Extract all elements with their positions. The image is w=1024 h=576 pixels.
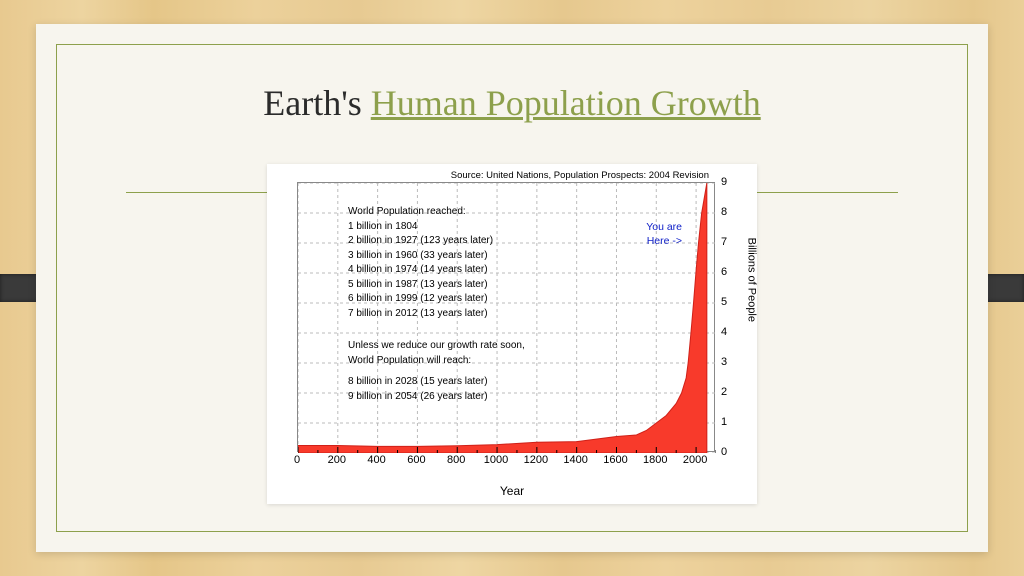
title-link-text[interactable]: Human Population Growth (371, 83, 761, 123)
title-plain-text: Earth's (263, 83, 370, 123)
y-tick-label: 4 (721, 326, 727, 338)
x-tick-label: 1000 (484, 454, 508, 466)
x-tick-label: 1600 (603, 454, 627, 466)
y-tick-label: 5 (721, 296, 727, 308)
slide-frame: Earth's Human Population Growth Source: … (36, 24, 988, 552)
x-tick-label: 400 (367, 454, 385, 466)
x-tick-label: 1200 (524, 454, 548, 466)
y-tick-label: 1 (721, 416, 727, 428)
x-tick-label: 800 (447, 454, 465, 466)
y-axis-ticks: 0123456789 (719, 182, 737, 452)
y-tick-label: 8 (721, 206, 727, 218)
x-tick-label: 2000 (683, 454, 707, 466)
x-tick-label: 200 (328, 454, 346, 466)
x-axis-label: Year (267, 484, 757, 498)
population-chart: Source: United Nations, Population Prosp… (267, 164, 757, 504)
warning-annotation: Unless we reduce our growth rate soon,Wo… (348, 339, 525, 368)
y-tick-label: 7 (721, 236, 727, 248)
plot-area: World Population reached:1 billion in 18… (297, 182, 715, 452)
y-tick-label: 9 (721, 176, 727, 188)
y-tick-label: 6 (721, 266, 727, 278)
slide-title: Earth's Human Population Growth (36, 82, 988, 124)
x-tick-label: 0 (294, 454, 300, 466)
x-axis-ticks: 0 200 400 600 800 1000 1200 1400 1600 1800 2000 (297, 454, 715, 470)
projections-annotation: 8 billion in 2028 (15 years later)9 bill… (348, 375, 488, 404)
y-tick-label: 0 (721, 446, 727, 458)
milestones-annotation: World Population reached:1 billion in 18… (348, 205, 493, 321)
y-tick-label: 2 (721, 386, 727, 398)
y-axis-label: Billions of People (745, 238, 757, 322)
chart-source-text: Source: United Nations, Population Prosp… (451, 170, 709, 181)
x-tick-label: 1800 (643, 454, 667, 466)
x-tick-label: 1400 (563, 454, 587, 466)
x-tick-label: 600 (407, 454, 425, 466)
y-tick-label: 3 (721, 356, 727, 368)
you-are-here-label: You areHere -> (646, 221, 682, 248)
